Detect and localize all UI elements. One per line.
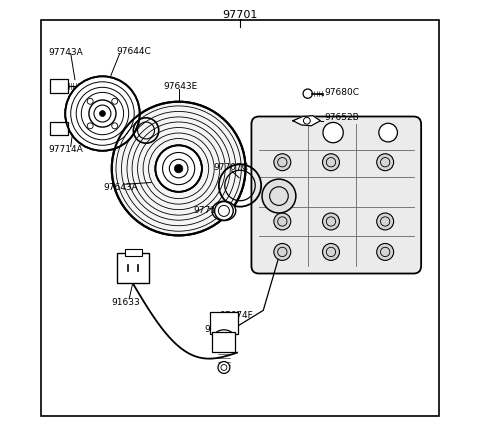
Circle shape xyxy=(87,98,93,104)
Circle shape xyxy=(89,100,116,127)
Circle shape xyxy=(274,213,291,230)
Text: 97680C: 97680C xyxy=(324,88,360,97)
Circle shape xyxy=(99,111,106,116)
Ellipse shape xyxy=(215,330,233,342)
Circle shape xyxy=(169,159,188,178)
FancyBboxPatch shape xyxy=(117,253,149,283)
Circle shape xyxy=(274,154,291,171)
FancyBboxPatch shape xyxy=(49,79,68,93)
Text: 91633: 91633 xyxy=(111,298,140,307)
Circle shape xyxy=(323,154,339,171)
Text: 97643E: 97643E xyxy=(164,81,198,91)
Text: 97749B: 97749B xyxy=(204,325,239,334)
Circle shape xyxy=(215,201,233,220)
Circle shape xyxy=(65,76,140,151)
Text: 97701: 97701 xyxy=(222,10,258,20)
Circle shape xyxy=(112,98,118,104)
Polygon shape xyxy=(293,115,321,126)
FancyBboxPatch shape xyxy=(49,121,68,135)
Text: 97743A: 97743A xyxy=(48,48,84,57)
Ellipse shape xyxy=(212,201,236,221)
Circle shape xyxy=(379,123,397,142)
Text: 97644C: 97644C xyxy=(117,47,151,56)
Text: 97714A: 97714A xyxy=(48,145,84,154)
FancyBboxPatch shape xyxy=(125,248,142,256)
Circle shape xyxy=(218,362,230,374)
Text: 97643A: 97643A xyxy=(104,183,138,192)
Circle shape xyxy=(303,89,312,98)
Circle shape xyxy=(377,213,394,230)
FancyBboxPatch shape xyxy=(252,116,421,273)
Text: 97711D: 97711D xyxy=(193,206,229,216)
Text: 97674F: 97674F xyxy=(220,311,253,320)
Circle shape xyxy=(112,102,245,236)
Text: 97652B: 97652B xyxy=(324,113,360,122)
Circle shape xyxy=(112,123,118,129)
Circle shape xyxy=(174,164,183,173)
Circle shape xyxy=(274,244,291,260)
FancyBboxPatch shape xyxy=(210,312,238,334)
Circle shape xyxy=(262,179,296,213)
Circle shape xyxy=(87,123,93,129)
FancyBboxPatch shape xyxy=(41,20,439,416)
Circle shape xyxy=(377,154,394,171)
Circle shape xyxy=(323,122,343,143)
Circle shape xyxy=(156,145,202,192)
Circle shape xyxy=(323,213,339,230)
Circle shape xyxy=(377,244,394,260)
Circle shape xyxy=(323,244,339,260)
Text: 97707C: 97707C xyxy=(214,163,249,172)
FancyBboxPatch shape xyxy=(213,332,235,352)
